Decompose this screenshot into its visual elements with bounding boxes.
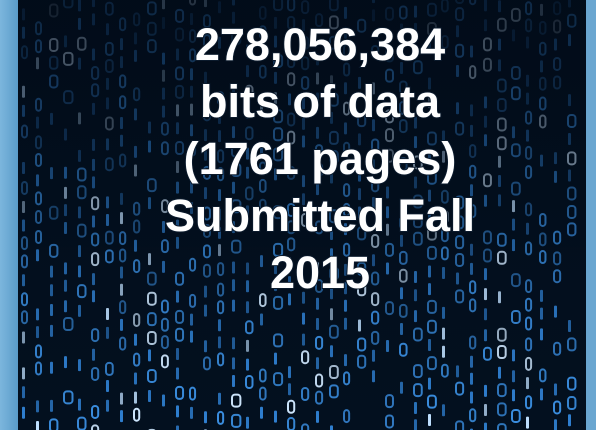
slide: 278,056,384 bits of data (1761 pages) Su… xyxy=(0,0,596,430)
binary-background: 278,056,384 bits of data (1761 pages) Su… xyxy=(0,0,596,430)
headline-line: 278,056,384 xyxy=(195,19,445,70)
headline-line: Submitted Fall xyxy=(165,190,475,241)
headline-line: (1761 pages) xyxy=(184,133,457,184)
headline-line: bits of data xyxy=(200,76,441,127)
headline-line: 2015 xyxy=(270,247,370,298)
